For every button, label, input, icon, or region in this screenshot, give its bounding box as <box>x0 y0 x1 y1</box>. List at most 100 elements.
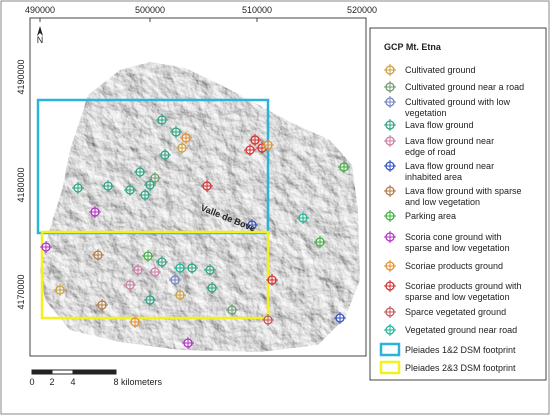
gcp-marker <box>384 260 396 272</box>
x-coord-label: 500000 <box>135 5 165 15</box>
x-coord-label: 490000 <box>25 5 55 15</box>
legend-label: Scoria cone ground with <box>405 232 502 242</box>
gcp-marker <box>144 179 156 191</box>
legend-swatch <box>379 360 401 375</box>
gcp-marker <box>384 185 396 197</box>
footprint-2-3 <box>40 230 270 320</box>
gcp-marker <box>384 135 396 147</box>
gcp-marker <box>384 324 396 336</box>
gcp-marker <box>124 279 136 291</box>
gcp-marker <box>129 316 141 328</box>
gcp-marker <box>297 212 309 224</box>
scale-label: 4 <box>70 377 75 387</box>
legend-title: GCP Mt. Etna <box>384 42 442 52</box>
gcp-marker <box>176 142 188 154</box>
gcp-marker <box>159 149 171 161</box>
gcp-marker <box>266 274 278 286</box>
gcp-marker <box>249 134 261 146</box>
north-arrow <box>37 26 43 36</box>
gcp-marker <box>149 266 161 278</box>
gcp-points <box>40 114 350 349</box>
gcp-marker <box>174 289 186 301</box>
legend-label: Scoriae products ground <box>405 261 503 271</box>
gcp-marker <box>170 126 182 138</box>
legend-label: Vegetated ground near road <box>405 325 517 335</box>
gcp-marker <box>384 81 396 93</box>
legend-label: Parking area <box>405 211 456 221</box>
x-coord-label: 520000 <box>347 5 377 15</box>
gcp-marker <box>182 337 194 349</box>
legend-label: Lava flow ground with sparse <box>405 186 522 196</box>
legend-box <box>369 27 547 381</box>
gcp-marker <box>174 262 186 274</box>
y-coord-label: 4190000 <box>16 59 26 94</box>
y-coord-label: 4170000 <box>16 274 26 309</box>
gcp-marker <box>201 180 213 192</box>
gcp-marker <box>40 241 52 253</box>
gcp-marker <box>156 114 168 126</box>
gcp-marker <box>144 294 156 306</box>
legend-label: Lava flow ground near <box>405 161 494 171</box>
gcp-marker <box>134 166 146 178</box>
legend-label: Scoriae products ground with <box>405 281 522 291</box>
gcp-marker <box>262 314 274 326</box>
legend-label: Lava flow ground <box>405 120 474 130</box>
scale-label: 2 <box>49 377 54 387</box>
gcp-marker <box>384 231 396 243</box>
legend-label: Pleiades 2&3 DSM footprint <box>405 363 516 373</box>
legend-swatch <box>379 342 401 357</box>
gcp-marker <box>149 172 161 184</box>
gcp-marker <box>186 262 198 274</box>
north-label: N <box>37 35 44 45</box>
gcp-marker <box>384 160 396 172</box>
legend-label: and low vegetation <box>405 197 480 207</box>
legend-label: Cultivated ground near a road <box>405 82 524 92</box>
gcp-marker <box>338 161 350 173</box>
gcp-marker <box>139 189 151 201</box>
legend-label: vegetation <box>405 108 447 118</box>
gcp-marker <box>334 312 346 324</box>
gcp-marker <box>384 210 396 222</box>
relief-hillshade <box>40 62 360 352</box>
map-frame <box>29 17 367 357</box>
legend-label: Pleiades 1&2 DSM footprint <box>405 345 516 355</box>
scale-segment <box>31 369 53 375</box>
gcp-marker <box>102 180 114 192</box>
gcp-marker <box>92 249 104 261</box>
gcp-marker <box>244 144 256 156</box>
x-coord-label: 510000 <box>242 5 272 15</box>
gcp-marker <box>72 182 84 194</box>
scale-bar: 0 2 4 8 kilometers <box>29 369 163 387</box>
gcp-marker <box>384 96 396 108</box>
legend-label: Sparce vegetated ground <box>405 307 506 317</box>
gcp-marker <box>204 264 216 276</box>
scale-segment <box>72 369 117 375</box>
gcp-marker <box>54 284 66 296</box>
gcp-marker <box>96 299 108 311</box>
gcp-marker <box>384 280 396 292</box>
legend-label: Lava flow ground near <box>405 136 494 146</box>
legend-label: inhabited area <box>405 172 462 182</box>
legend-label: sparse and low vegetation <box>405 292 510 302</box>
legend-label: Cultivated ground <box>405 65 476 75</box>
gcp-marker <box>384 119 396 131</box>
gcp-marker <box>132 264 144 276</box>
gcp-marker <box>246 219 258 231</box>
gcp-marker <box>142 250 154 262</box>
gcp-marker <box>156 256 168 268</box>
gcp-marker <box>169 274 181 286</box>
legend-label: sparse and low vegetation <box>405 243 510 253</box>
gcp-marker <box>180 132 192 144</box>
gcp-marker <box>262 139 274 151</box>
gcp-marker <box>384 64 396 76</box>
gcp-marker <box>206 282 218 294</box>
gcp-marker <box>124 184 136 196</box>
gcp-marker <box>384 306 396 318</box>
scale-label: 0 <box>29 377 34 387</box>
gcp-marker <box>89 206 101 218</box>
gcp-marker <box>226 304 238 316</box>
y-coord-label: 4180000 <box>16 167 26 202</box>
scale-label: 8 <box>113 377 118 387</box>
legend-label: Cultivated ground with low <box>405 97 511 107</box>
